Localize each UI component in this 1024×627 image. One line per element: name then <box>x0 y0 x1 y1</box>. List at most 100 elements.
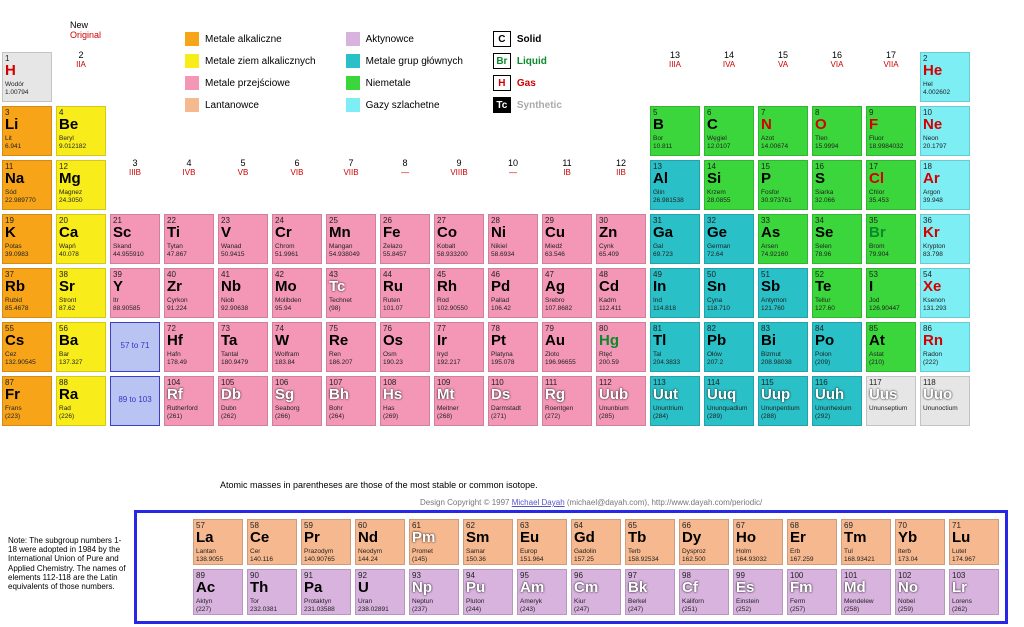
element-Th[interactable]: 90ThTor232.0381 <box>247 569 297 615</box>
element-Ta[interactable]: 73TaTantal180.9479 <box>218 322 268 372</box>
element-As[interactable]: 33AsArsen74.92160 <box>758 214 808 264</box>
lanth-link-1[interactable]: 57 to 71 <box>110 322 160 372</box>
element-Mg[interactable]: 12MgMagnez24.3050 <box>56 160 106 210</box>
element-O[interactable]: 8OTlen15.9994 <box>812 106 862 156</box>
element-N[interactable]: 7NAzot14.00674 <box>758 106 808 156</box>
element-Rh[interactable]: 45RhRod102.90550 <box>434 268 484 318</box>
element-Tb[interactable]: 65TbTerb158.92534 <box>625 519 675 565</box>
element-He[interactable]: 2HeHel4.002602 <box>920 52 970 102</box>
element-Eu[interactable]: 63EuEurop151.964 <box>517 519 567 565</box>
element-Sb[interactable]: 51SbAntymon121.760 <box>758 268 808 318</box>
element-Pb[interactable]: 82PbOłów207.2 <box>704 322 754 372</box>
element-Ho[interactable]: 67HoHolm164.93032 <box>733 519 783 565</box>
element-Dy[interactable]: 66DyDysproz162.500 <box>679 519 729 565</box>
element-Lr[interactable]: 103LrLorens(262) <box>949 569 999 615</box>
element-Se[interactable]: 34SeSelen78.96 <box>812 214 862 264</box>
element-In[interactable]: 49InInd114.818 <box>650 268 700 318</box>
element-At[interactable]: 85AtAstat(210) <box>866 322 916 372</box>
element-Fr[interactable]: 87FrFrans(223) <box>2 376 52 426</box>
element-Ba[interactable]: 56BaBar137.327 <box>56 322 106 372</box>
element-B[interactable]: 5BBor10.811 <box>650 106 700 156</box>
element-Cu[interactable]: 29CuMiedź63.546 <box>542 214 592 264</box>
element-Pm[interactable]: 61PmPromet(145) <box>409 519 459 565</box>
element-Tc[interactable]: 43TcTechnet(98) <box>326 268 376 318</box>
element-V[interactable]: 23VWanad50.9415 <box>218 214 268 264</box>
element-Rg[interactable]: 111RgRoentgen(272) <box>542 376 592 426</box>
element-Uuh[interactable]: 116UuhUnunhexium(292) <box>812 376 862 426</box>
element-Pu[interactable]: 94PuPluton(244) <box>463 569 513 615</box>
element-Rf[interactable]: 104RfRutherford(261) <box>164 376 214 426</box>
element-Lu[interactable]: 71LuLutet174.967 <box>949 519 999 565</box>
element-Sn[interactable]: 50SnCyna118.710 <box>704 268 754 318</box>
element-S[interactable]: 16SSiarka32.066 <box>812 160 862 210</box>
element-U[interactable]: 92UUran238.02891 <box>355 569 405 615</box>
element-Xe[interactable]: 54XeKsenon131.293 <box>920 268 970 318</box>
element-Sg[interactable]: 106SgSeaborg(266) <box>272 376 322 426</box>
element-Tm[interactable]: 69TmTul168.93421 <box>841 519 891 565</box>
element-Li[interactable]: 3LiLit6.941 <box>2 106 52 156</box>
element-Re[interactable]: 75ReRen186.207 <box>326 322 376 372</box>
element-Na[interactable]: 11NaSód22.989770 <box>2 160 52 210</box>
element-Uuq[interactable]: 114UuqUnunquadium(289) <box>704 376 754 426</box>
element-Sm[interactable]: 62SmSamar150.36 <box>463 519 513 565</box>
element-Y[interactable]: 39YItr88.90585 <box>110 268 160 318</box>
element-La[interactable]: 57LaLantan138.9055 <box>193 519 243 565</box>
element-Er[interactable]: 68ErErb167.259 <box>787 519 837 565</box>
element-Uus[interactable]: 117UusUnunseptium <box>866 376 916 426</box>
element-Cl[interactable]: 17ClChlor35.453 <box>866 160 916 210</box>
element-Cr[interactable]: 24CrChrom51.9961 <box>272 214 322 264</box>
element-F[interactable]: 9FFluor18.9984032 <box>866 106 916 156</box>
element-Ga[interactable]: 31GaGal69.723 <box>650 214 700 264</box>
element-Zr[interactable]: 40ZrCyrkon91.224 <box>164 268 214 318</box>
element-Te[interactable]: 52TeTellur127.60 <box>812 268 862 318</box>
element-C[interactable]: 6CWęgiel12.0107 <box>704 106 754 156</box>
element-Bi[interactable]: 83BiBizmut208.98038 <box>758 322 808 372</box>
element-Os[interactable]: 76OsOsm190.23 <box>380 322 430 372</box>
element-Cf[interactable]: 98CfKaliforn(251) <box>679 569 729 615</box>
element-Kr[interactable]: 36KrKrypton83.798 <box>920 214 970 264</box>
element-Mn[interactable]: 25MnMangan54.938049 <box>326 214 376 264</box>
element-Mt[interactable]: 109MtMeitner(268) <box>434 376 484 426</box>
element-Am[interactable]: 95AmAmeryk(243) <box>517 569 567 615</box>
element-Au[interactable]: 79AuZłoto196.96655 <box>542 322 592 372</box>
element-H[interactable]: 1HWodór1.00794 <box>2 52 52 102</box>
element-Nb[interactable]: 41NbNiob92.90638 <box>218 268 268 318</box>
element-Pd[interactable]: 46PdPallad106.42 <box>488 268 538 318</box>
element-Tl[interactable]: 81TlTal204.3833 <box>650 322 700 372</box>
author-link[interactable]: Michael Dayah <box>512 498 565 507</box>
element-Nd[interactable]: 60NdNeodym144.24 <box>355 519 405 565</box>
element-Uut[interactable]: 113UutUnuntrium(284) <box>650 376 700 426</box>
element-Ni[interactable]: 28NiNikiel58.6934 <box>488 214 538 264</box>
element-Ra[interactable]: 88RaRad(226) <box>56 376 106 426</box>
element-Ge[interactable]: 32GeGerman72.64 <box>704 214 754 264</box>
element-P[interactable]: 15PFosfor30.973761 <box>758 160 808 210</box>
element-Zn[interactable]: 30ZnCynk65.409 <box>596 214 646 264</box>
element-Uub[interactable]: 112UubUnunbium(285) <box>596 376 646 426</box>
element-Sr[interactable]: 38SrStront87.62 <box>56 268 106 318</box>
element-Ti[interactable]: 22TiTytan47.867 <box>164 214 214 264</box>
element-Po[interactable]: 84PoPolon(209) <box>812 322 862 372</box>
element-Np[interactable]: 93NpNeptun(237) <box>409 569 459 615</box>
element-Bh[interactable]: 107BhBohr(264) <box>326 376 376 426</box>
element-Bk[interactable]: 97BkBerkel(247) <box>625 569 675 615</box>
element-I[interactable]: 53IJod126.90447 <box>866 268 916 318</box>
element-W[interactable]: 74WWolfram183.84 <box>272 322 322 372</box>
element-Br[interactable]: 35BrBrom79.904 <box>866 214 916 264</box>
element-Sc[interactable]: 21ScSkand44.955910 <box>110 214 160 264</box>
element-Pr[interactable]: 59PrPrazodym140.90765 <box>301 519 351 565</box>
element-Mo[interactable]: 42MoMolibden95.94 <box>272 268 322 318</box>
element-Ag[interactable]: 47AgSrebro107.8682 <box>542 268 592 318</box>
element-Ac[interactable]: 89AcAktyn(227) <box>193 569 243 615</box>
element-Cs[interactable]: 55CsCez132.90545 <box>2 322 52 372</box>
element-Be[interactable]: 4BeBeryl9.012182 <box>56 106 106 156</box>
element-Db[interactable]: 105DbDubn(262) <box>218 376 268 426</box>
element-Rb[interactable]: 37RbRubid85.4678 <box>2 268 52 318</box>
element-Rn[interactable]: 86RnRadon(222) <box>920 322 970 372</box>
element-Fe[interactable]: 26FeŻelazo55.8457 <box>380 214 430 264</box>
element-Ce[interactable]: 58CeCer140.116 <box>247 519 297 565</box>
element-Pt[interactable]: 78PtPlatyna195.078 <box>488 322 538 372</box>
element-Uup[interactable]: 115UupUnunpentium(288) <box>758 376 808 426</box>
element-Uuo[interactable]: 118UuoUnunoctium <box>920 376 970 426</box>
element-Ar[interactable]: 18ArArgon39.948 <box>920 160 970 210</box>
element-Yb[interactable]: 70YbIterb173.04 <box>895 519 945 565</box>
